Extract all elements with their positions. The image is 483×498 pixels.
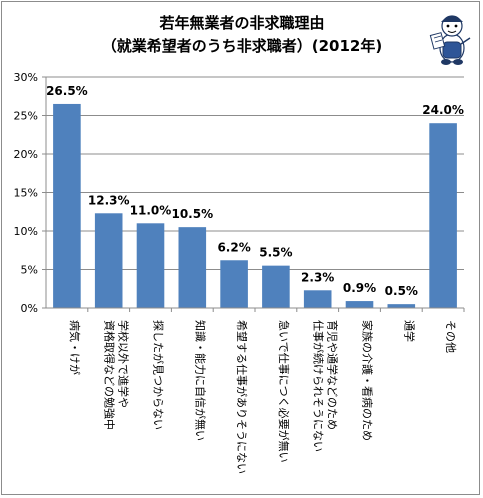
data-labels: 26.5% 12.3%11.0% 10.5% 6.2% 5.5% 2.3% 0.9% 0.5%… [46,84,464,298]
data-label: 0.9% [343,281,376,295]
y-tick-label: 10% [14,225,38,238]
y-tick-label: 15% [14,187,38,200]
data-label: 2.3% [301,270,334,284]
bar [94,213,123,308]
data-label: 26.5% [46,84,88,98]
category-label: 学校以外で進学や [117,320,131,408]
category-label: その他 [444,320,457,353]
bar [262,265,290,308]
data-label: 5.5% [259,246,292,260]
bars [53,103,457,308]
y-tick-label: 30% [14,71,38,84]
category-label: 病気・けが [68,320,82,375]
y-axis-ticks: 0% 5% 10% 15% 20% 25% 30% [14,71,46,315]
data-label: 24.0% [422,103,464,117]
data-label: 6.2% [217,240,250,254]
category-label: 知識・能力に自信が無い [193,320,207,441]
data-label: 10.5% [171,207,213,221]
category-label: 希望する仕事がありそうにない [235,320,249,474]
gridlines [46,76,464,270]
category-label: 探したが見つからない [152,320,166,430]
data-label: 12.3% [88,193,130,207]
y-tick-label: 0% [21,302,38,315]
data-label: 0.5% [385,284,418,298]
category-label: 仕事が続けられそうにない [312,320,326,452]
category-label: 育児や通学などのため [326,320,340,430]
category-label: 家族の介護・看病のため [361,320,375,441]
bar [429,123,457,308]
bar [53,103,81,308]
bar [220,260,248,308]
bar [136,223,165,308]
category-label: 急いで仕事につく必要が無い [277,320,291,463]
data-label: 11.0% [130,203,172,217]
y-tick-label: 5% [21,264,38,277]
bar [303,290,332,308]
category-label: 通学 [402,320,416,342]
bar [345,301,374,308]
y-tick-label: 20% [14,148,38,161]
mascot-reporter-icon [429,15,471,65]
bar [387,304,416,308]
bar [178,227,207,308]
chart-subtitle: （就業希望者のうち非求職者）(2012年) [102,37,382,55]
y-tick-label: 25% [14,110,38,123]
category-label: 資格取得などの勉強中 [103,320,117,430]
chart-title: 若年無業者の非求職理由 [158,14,324,32]
